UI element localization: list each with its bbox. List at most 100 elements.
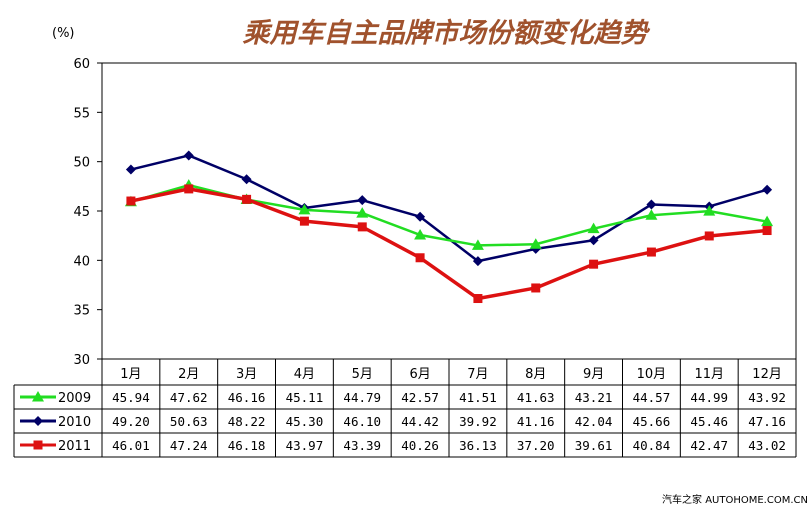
data-point-2011 xyxy=(357,222,367,232)
y-tick-label: 35 xyxy=(73,304,90,319)
x-tick-label: 11月 xyxy=(694,367,724,382)
data-table-cell: 46.10 xyxy=(343,414,381,429)
data-point-2010 xyxy=(183,150,194,161)
data-table-cell: 40.84 xyxy=(633,438,671,453)
data-table-cell: 36.13 xyxy=(459,438,497,453)
data-table-cell: 47.62 xyxy=(170,390,208,405)
data-table-cell: 37.20 xyxy=(517,438,555,453)
x-tick-label: 1月 xyxy=(120,367,141,382)
y-axis: 30 35 40 45 50 55 60 xyxy=(73,57,102,368)
data-point-2010 xyxy=(646,199,657,210)
data-point-2009 xyxy=(414,228,427,240)
data-table-cell: 42.04 xyxy=(575,414,613,429)
data-point-2009 xyxy=(703,205,716,216)
legend-label: 2009 xyxy=(58,391,91,406)
data-table-cell: 45.94 xyxy=(112,390,150,405)
data-table-cell: 45.46 xyxy=(690,414,728,429)
data-table-cell: 39.61 xyxy=(575,438,613,453)
data-point-2009 xyxy=(645,209,658,220)
data-point-2011 xyxy=(589,259,599,269)
data-table-cell: 43.39 xyxy=(343,438,381,453)
data-point-2010 xyxy=(357,195,368,206)
y-tick-label: 50 xyxy=(73,156,90,171)
data-point-2009 xyxy=(471,239,484,250)
data-table-cell: 50.63 xyxy=(170,414,208,429)
data-point-2010 xyxy=(415,211,426,222)
data-table-cell: 44.99 xyxy=(690,390,728,405)
data-table-cell: 43.97 xyxy=(286,438,324,453)
legend-label: 2011 xyxy=(58,439,91,454)
data-point-2011 xyxy=(531,283,541,293)
data-point-2009 xyxy=(587,222,600,234)
data-table-cell: 44.79 xyxy=(343,390,381,405)
x-tick-label: 2月 xyxy=(178,367,199,382)
legend-key-marker xyxy=(33,440,43,450)
data-table-cell: 41.16 xyxy=(517,414,555,429)
data-table-cell: 43.92 xyxy=(748,390,786,405)
data-table-cell: 44.57 xyxy=(633,390,671,405)
x-tick-label: 10月 xyxy=(637,367,667,382)
data-table-cell: 41.63 xyxy=(517,390,555,405)
data-table-cell: 46.16 xyxy=(228,390,266,405)
plot-area xyxy=(101,62,797,360)
data-table-cell: 43.21 xyxy=(575,390,613,405)
data-table-cell: 47.24 xyxy=(170,438,208,453)
data-point-2011 xyxy=(646,247,656,257)
data-point-2010 xyxy=(472,256,483,267)
y-tick-label: 55 xyxy=(73,106,90,121)
x-tick-label: 3月 xyxy=(236,367,257,382)
y-tick-label: 40 xyxy=(73,254,90,269)
data-table-cell: 49.20 xyxy=(112,414,150,429)
data-point-2011 xyxy=(415,253,425,263)
x-tick-label: 6月 xyxy=(409,367,430,382)
series-line-2011 xyxy=(130,187,768,301)
x-tick-label: 8月 xyxy=(525,367,546,382)
x-tick-label: 5月 xyxy=(352,367,373,382)
data-table-cell: 48.22 xyxy=(228,414,266,429)
x-tick-label: 4月 xyxy=(294,367,315,382)
data-point-2009 xyxy=(529,238,542,249)
x-tick-label: 12月 xyxy=(752,367,782,382)
x-tick-label: 7月 xyxy=(467,367,488,382)
data-table-cell: 45.66 xyxy=(633,414,671,429)
data-point-2011 xyxy=(126,196,136,206)
legend-key-marker xyxy=(33,416,43,426)
data-table-cell: 47.16 xyxy=(748,414,786,429)
data-point-2010 xyxy=(125,164,136,175)
data-table: 1月 2月 3月 4月 5月 6月 7月 8月 9月 10月 11月 12月 2009 45.94 47.6… xyxy=(13,359,797,458)
data-table-cell: 45.30 xyxy=(286,414,324,429)
y-tick-label: 60 xyxy=(73,57,90,72)
legend-label: 2010 xyxy=(58,415,91,430)
y-tick-label: 45 xyxy=(73,205,90,220)
data-point-2011 xyxy=(242,194,252,204)
data-table-cell: 41.51 xyxy=(459,390,497,405)
data-table-cell: 40.26 xyxy=(401,438,439,453)
chart-title: 乘用车自主品牌市场份额变化趋势 xyxy=(243,18,651,49)
y-tick-label: 30 xyxy=(73,353,90,368)
data-table-cell: 42.47 xyxy=(690,438,728,453)
series-lines xyxy=(124,150,774,304)
data-point-2011 xyxy=(704,231,714,241)
legend-key-marker xyxy=(32,391,44,402)
data-point-2010 xyxy=(241,174,252,185)
data-point-2009 xyxy=(298,203,311,215)
watermark: 汽车之家 AUTOHOME.COM.CN xyxy=(662,493,808,506)
data-point-2010 xyxy=(762,184,773,195)
data-table-cell: 42.57 xyxy=(401,390,439,405)
data-point-2010 xyxy=(588,235,599,246)
data-table-cell: 46.01 xyxy=(112,438,150,453)
data-table-cell: 45.11 xyxy=(286,390,324,405)
data-table-cell: 46.18 xyxy=(228,438,266,453)
data-point-2011 xyxy=(473,294,483,304)
data-point-2009 xyxy=(356,207,369,218)
y-axis-unit: (%) xyxy=(52,26,75,41)
data-point-2011 xyxy=(762,226,772,236)
data-point-2009 xyxy=(761,215,774,227)
x-tick-label: 9月 xyxy=(583,367,604,382)
data-point-2011 xyxy=(184,184,194,194)
series-line-2010 xyxy=(130,154,768,263)
data-table-cell: 39.92 xyxy=(459,414,497,429)
data-table-cell: 43.02 xyxy=(748,438,786,453)
data-point-2011 xyxy=(299,216,309,226)
